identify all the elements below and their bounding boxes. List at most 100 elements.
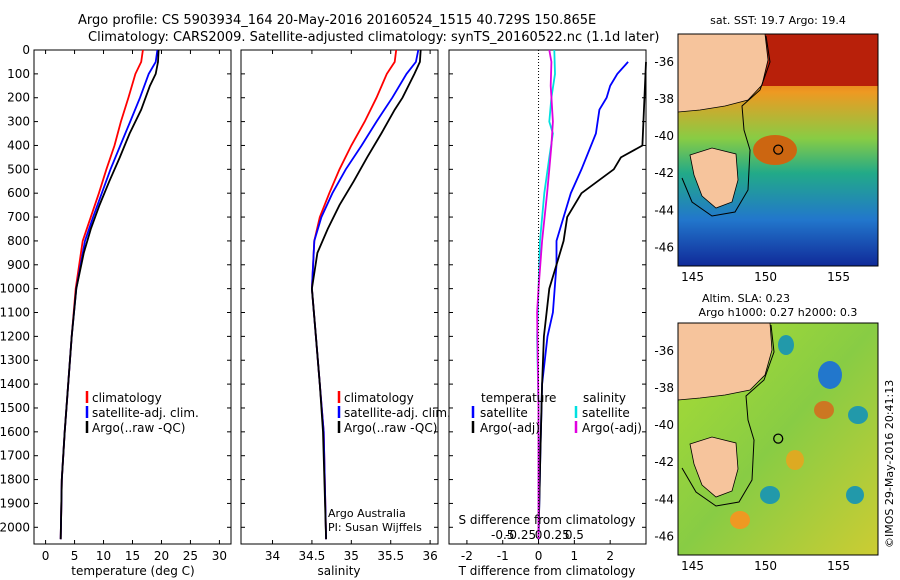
sla-low-1 xyxy=(814,401,834,419)
continental-shelf-contour xyxy=(681,324,775,507)
continental-shelf-contour xyxy=(681,35,771,217)
tasmania-land xyxy=(689,436,739,498)
tasmania-land xyxy=(689,147,739,209)
y-tick-label: 1400 xyxy=(0,377,30,391)
salinity-legend: climatology satellite-adj. clim. Argo(..… xyxy=(337,391,451,435)
legend-label-temp-argo: Argo(-adj) xyxy=(480,421,540,435)
sla-low-2 xyxy=(786,450,804,470)
x-tick-label: -2 xyxy=(461,549,473,563)
map-y-tick-label: -42 xyxy=(654,166,674,180)
x-tick-label: -1 xyxy=(497,549,509,563)
y-tick-label: 1900 xyxy=(0,496,30,510)
y-tick-label: 800 xyxy=(7,234,30,248)
y-tick-label: 200 xyxy=(7,91,30,105)
difference-x-label: T difference from climatology xyxy=(458,564,636,578)
difference-legend: temperature salinity satellite Argo(-adj… xyxy=(471,391,642,435)
y-tick-label: 1700 xyxy=(0,449,30,463)
map-x-tick-label: 145 xyxy=(681,559,704,573)
salinity-plot-frame xyxy=(240,49,439,545)
sst-map-title: sat. SST: 19.7 Argo: 19.4 xyxy=(710,14,846,27)
x-tick-label: 15 xyxy=(125,549,140,563)
sst-map xyxy=(678,34,878,266)
y-tick-label: 2000 xyxy=(0,520,30,534)
x-tick-label: 35.5 xyxy=(377,549,404,563)
map-x-tick-label: 150 xyxy=(754,559,777,573)
map-y-tick-label: -46 xyxy=(654,529,674,543)
legend-label-argo: Argo(..raw -QC) xyxy=(344,421,437,435)
legend-title-temperature: temperature xyxy=(481,391,556,405)
s-tick-label: 0.25 xyxy=(543,528,570,542)
s-tick-label: -0.5 xyxy=(491,528,514,542)
map-y-tick-label: -44 xyxy=(654,203,674,217)
y-tick-label: 1200 xyxy=(0,329,30,343)
difference-s-label: S difference from climatology xyxy=(459,513,636,527)
y-tick-label: 300 xyxy=(7,115,30,129)
x-tick-label: 34.5 xyxy=(299,549,326,563)
series-line-argo xyxy=(59,49,160,540)
map-y-tick-label: -40 xyxy=(654,129,674,143)
sst-map-frame xyxy=(677,33,879,267)
series-line-temperature-satellite xyxy=(537,61,629,540)
y-tick-label: 500 xyxy=(7,162,30,176)
legend-label-temp-satellite: satellite xyxy=(480,406,528,420)
x-tick-label: 2 xyxy=(606,549,614,563)
x-tick-label: 34 xyxy=(265,549,280,563)
data-series xyxy=(59,49,647,540)
y-tick-label: 1800 xyxy=(0,473,30,487)
y-tick-label: 700 xyxy=(7,210,30,224)
y-tick-label: 1600 xyxy=(0,425,30,439)
argo-position-marker xyxy=(773,433,784,444)
credit-line-2: PI: Susan Wijffels xyxy=(328,521,422,534)
map-x-tick-label: 155 xyxy=(827,559,850,573)
map-y-tick-label: -42 xyxy=(654,455,674,469)
y-tick-label: 900 xyxy=(7,258,30,272)
difference-plot-frame xyxy=(448,49,647,545)
credit-line-1: Argo Australia xyxy=(328,507,406,520)
s-tick-label: -0.25 xyxy=(505,528,536,542)
header-line-2: Climatology: CARS2009. Satellite-adjuste… xyxy=(88,30,660,45)
header-line-1: Argo profile: CS 5903934_164 20-May-2016… xyxy=(78,13,596,28)
legend-label-sal-satellite: satellite xyxy=(582,406,630,420)
x-tick-label: 36 xyxy=(422,549,437,563)
map-x-tick-label: 145 xyxy=(681,270,704,284)
series-line-climatology xyxy=(59,49,144,540)
map-y-tick-label: -36 xyxy=(654,344,674,358)
series-line-argo xyxy=(310,49,422,540)
axis-ticks: 0100200300400500600700800900100011001200… xyxy=(0,43,878,573)
temperature-x-label: temperature (deg C) xyxy=(71,564,194,578)
argo-position-marker xyxy=(773,144,784,155)
legend-label-argo: Argo(..raw -QC) xyxy=(92,421,185,435)
series-line-satellite xyxy=(310,49,420,540)
sst-eddy xyxy=(753,135,797,165)
legend-label-climatology: climatology xyxy=(344,391,414,405)
map-y-tick-label: -44 xyxy=(654,492,674,506)
x-tick-label: 1 xyxy=(571,549,579,563)
y-tick-label: 400 xyxy=(7,138,30,152)
map-x-tick-label: 155 xyxy=(827,270,850,284)
sla-high-4 xyxy=(760,486,780,504)
map-y-tick-label: -38 xyxy=(654,92,674,106)
sla-map xyxy=(678,323,878,555)
sla-map-subtitle: Argo h1000: 0.27 h2000: 0.3 xyxy=(699,306,858,319)
sla-high-2 xyxy=(778,335,794,355)
x-tick-label: 10 xyxy=(96,549,111,563)
y-tick-label: 1300 xyxy=(0,353,30,367)
x-tick-label: 35 xyxy=(344,549,359,563)
series-line-temperature-argo xyxy=(537,61,647,540)
s-tick-label: 0.5 xyxy=(565,528,584,542)
x-tick-label: 25 xyxy=(183,549,198,563)
map-y-tick-label: -40 xyxy=(654,418,674,432)
map-y-tick-label: -46 xyxy=(654,240,674,254)
y-tick-label: 0 xyxy=(22,43,30,57)
y-tick-label: 1000 xyxy=(0,282,30,296)
sst-warm-core xyxy=(760,34,878,86)
legend-label-satellite: satellite-adj. clim. xyxy=(92,406,199,420)
y-tick-label: 100 xyxy=(7,67,30,81)
sla-high-1 xyxy=(818,361,842,389)
y-tick-label: 600 xyxy=(7,186,30,200)
imos-timestamp: ©IMOS 29-May-2016 20:41:13 xyxy=(883,380,896,548)
temperature-plot-frame xyxy=(33,49,232,545)
sla-map-frame xyxy=(677,322,879,556)
legend-label-sal-argo: Argo(-adj) xyxy=(582,421,642,435)
mainland-land xyxy=(678,323,773,401)
